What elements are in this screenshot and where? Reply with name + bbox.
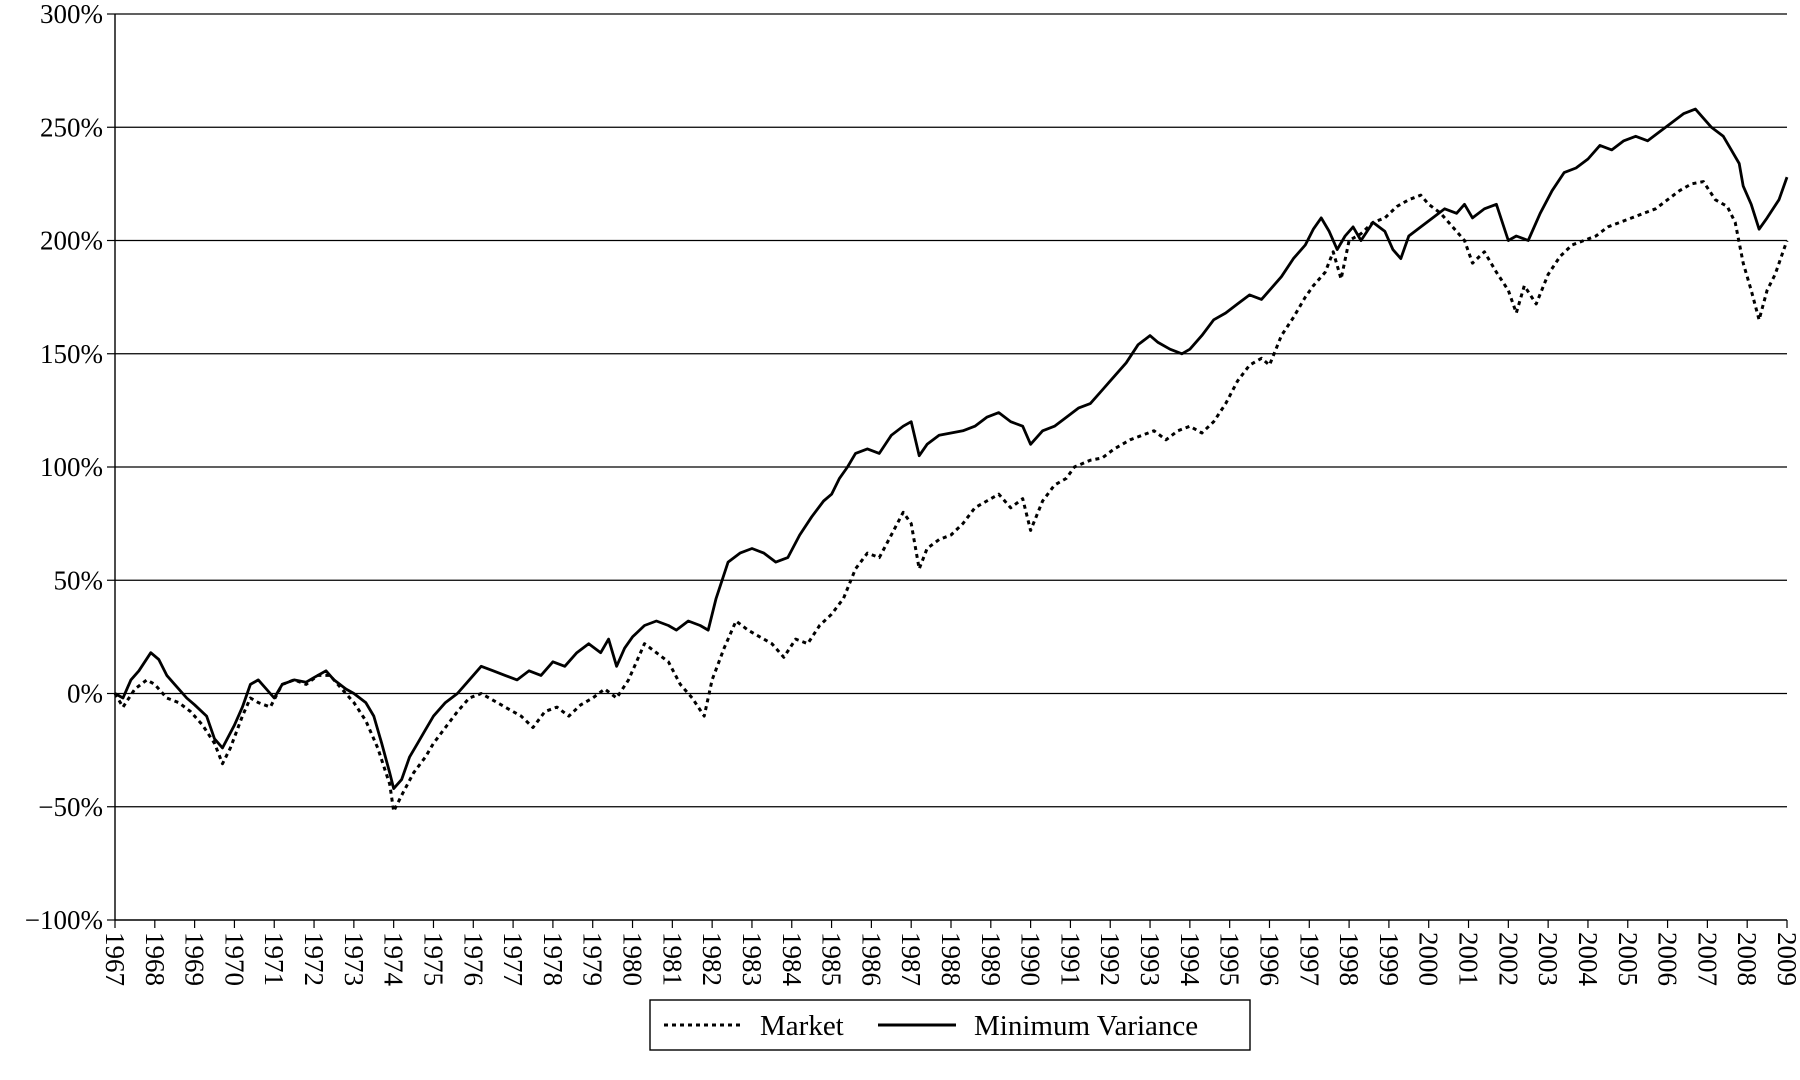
x-tick-label: 1967 — [100, 932, 130, 986]
x-tick-label: 1975 — [418, 932, 448, 986]
x-tick-label: 1997 — [1294, 932, 1324, 986]
x-tick-label: 1999 — [1374, 932, 1404, 986]
x-tick-label: 1982 — [697, 932, 727, 986]
x-tick-label: 2008 — [1732, 932, 1762, 986]
y-tick-label: 150% — [40, 339, 103, 369]
x-tick-label: 1984 — [777, 932, 807, 987]
legend: Market Minimum Variance — [649, 999, 1251, 1051]
legend-label: Minimum Variance — [974, 1010, 1198, 1042]
series-line-market — [113, 180, 1789, 813]
x-tick-label: 2006 — [1653, 932, 1683, 986]
x-tick-label: 1969 — [180, 932, 210, 986]
x-tick-label: 1994 — [1175, 932, 1205, 987]
x-tick-label: 1977 — [498, 932, 528, 986]
x-tick-label: 2001 — [1454, 932, 1484, 986]
x-tick-label: 1973 — [339, 932, 369, 986]
x-tick-label: 1978 — [538, 932, 568, 986]
y-tick-label: 100% — [40, 452, 103, 482]
x-tick-label: 1995 — [1215, 932, 1245, 986]
series-lines — [113, 107, 1789, 813]
x-tick-label: 1990 — [1016, 932, 1046, 986]
x-tick-label: 2002 — [1493, 932, 1523, 986]
x-tick-label: 1991 — [1055, 932, 1085, 986]
x-tick-label: 1985 — [817, 932, 847, 986]
y-tick-label: −50% — [38, 792, 103, 822]
y-tick-label: 200% — [40, 226, 103, 256]
x-tick-label: 2000 — [1414, 932, 1444, 986]
x-tick-label: 2009 — [1772, 932, 1800, 986]
x-tick-label: 1983 — [737, 932, 767, 986]
y-tick-label: 50% — [54, 565, 104, 595]
gridlines — [115, 13, 1787, 808]
x-tick-label: 1974 — [379, 932, 409, 987]
x-tick-label: 1993 — [1135, 932, 1165, 986]
x-tick-label: 1987 — [896, 932, 926, 986]
x-tick-label: 1998 — [1334, 932, 1364, 986]
x-tick-label: 1976 — [458, 932, 488, 986]
x-tick-label: 1968 — [140, 932, 170, 986]
x-tick-label: 1980 — [618, 932, 648, 986]
y-tick-label: 0% — [67, 679, 103, 709]
x-tick-label: 2005 — [1613, 932, 1643, 986]
x-tick-label: 1996 — [1254, 932, 1284, 986]
y-tick-label: −100% — [25, 905, 103, 935]
x-tick-label: 1986 — [856, 932, 886, 986]
x-tick-label: 2004 — [1573, 932, 1603, 987]
x-tick-label: 1989 — [976, 932, 1006, 986]
y-tick-label: 300% — [40, 0, 103, 29]
legend-label: Market — [760, 1010, 844, 1042]
x-tick-label: 1992 — [1095, 932, 1125, 986]
x-axis-ticks: 1967 1968 1969 1970 1971 1972 1973 1974 1975 1976… — [100, 920, 1800, 987]
x-tick-label: 1988 — [936, 932, 966, 986]
y-axis-ticks: 300% 250% 200% 150% 100% 50% 0% −50% −100% — [25, 0, 115, 935]
x-tick-label: 1981 — [657, 932, 687, 986]
x-tick-label: 2007 — [1692, 932, 1722, 986]
x-tick-label: 2003 — [1533, 932, 1563, 986]
x-tick-label: 1970 — [219, 932, 249, 986]
x-tick-label: 1972 — [299, 932, 329, 986]
y-tick-label: 250% — [40, 112, 103, 142]
x-tick-label: 1971 — [259, 932, 289, 986]
series-line-minimum-variance — [114, 107, 1789, 790]
x-tick-label: 1979 — [578, 932, 608, 986]
